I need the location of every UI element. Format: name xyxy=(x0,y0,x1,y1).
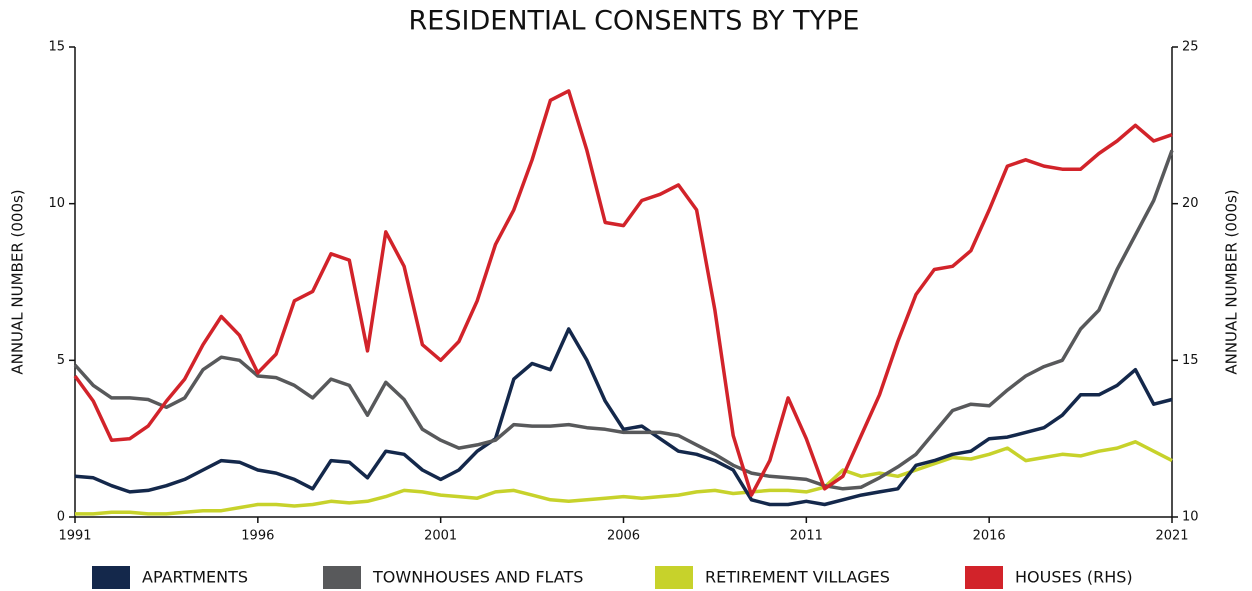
x-tick-label: 1991 xyxy=(58,529,91,544)
y2-axis-label: ANNUAL NUMBER (000s) xyxy=(1223,189,1241,374)
legend-label: APARTMENTS xyxy=(142,568,248,587)
x-tick-label: 2021 xyxy=(1155,529,1188,544)
x-tick-label: 2016 xyxy=(973,529,1006,544)
legend-swatch xyxy=(323,566,361,589)
y-tick-label: 10 xyxy=(48,196,65,211)
legend-swatch xyxy=(655,566,693,589)
y-tick-label: 15 xyxy=(48,40,65,55)
series-line xyxy=(75,440,1173,516)
legend-label: TOWNHOUSES AND FLATS xyxy=(372,568,583,587)
y2-tick-label: 20 xyxy=(1182,196,1199,211)
series-line xyxy=(73,149,1174,491)
series-line xyxy=(74,327,1173,507)
x-tick-label: 2006 xyxy=(607,529,640,544)
y-tick-label: 0 xyxy=(57,510,65,525)
y2-tick-label: 25 xyxy=(1182,40,1199,55)
legend-swatch xyxy=(965,566,1003,589)
series-line xyxy=(73,89,1173,497)
y2-tick-label: 15 xyxy=(1182,353,1199,368)
x-tick-label: 1996 xyxy=(241,529,274,544)
legend-label: HOUSES (RHS) xyxy=(1015,568,1133,587)
legend-label: RETIREMENT VILLAGES xyxy=(705,568,890,587)
y-axis-label: ANNUAL NUMBER (000s) xyxy=(9,189,27,374)
x-tick-label: 2011 xyxy=(790,529,823,544)
y2-tick-label: 10 xyxy=(1182,510,1199,525)
chart-title: RESIDENTIAL CONSENTS BY TYPE xyxy=(409,6,860,37)
y-tick-label: 5 xyxy=(57,353,65,368)
x-tick-label: 2001 xyxy=(424,529,457,544)
legend-swatch xyxy=(92,566,130,589)
